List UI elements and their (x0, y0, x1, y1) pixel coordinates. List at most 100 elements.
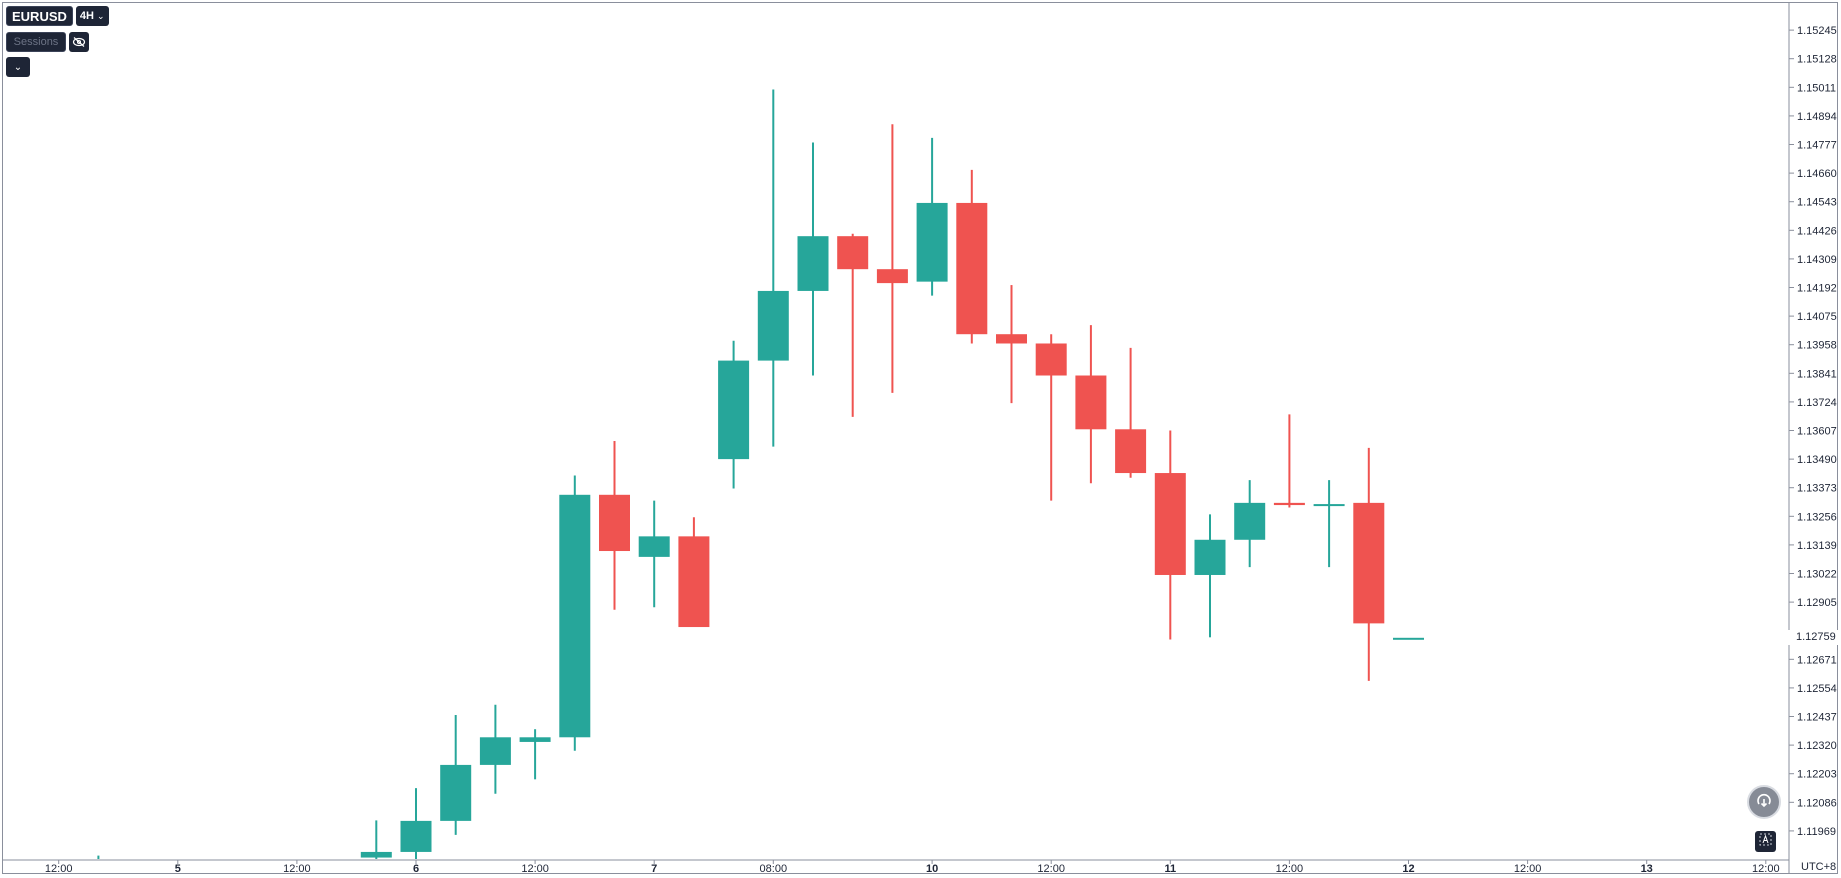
sessions-button[interactable]: Sessions (6, 32, 66, 52)
candle-body (797, 236, 829, 291)
timeframe-button[interactable]: 4H ⌄ (75, 6, 109, 26)
candle-body (1353, 502, 1385, 624)
chevron-down-icon: ⌄ (13, 61, 23, 73)
y-axis-ticks: 1.15245 1.15128 1.15011 1.14894 1.14777 1.146… (1789, 25, 1837, 838)
candle (956, 169, 988, 344)
y-tick-label: 1.13022 (1797, 569, 1837, 581)
candle (1313, 480, 1345, 568)
symbol-label: EURUSD (12, 8, 67, 24)
sessions-toolbar: Sessions (6, 32, 89, 52)
candle-body (1115, 429, 1147, 474)
candle-body (519, 737, 551, 742)
x-tick-label: 12:00 (45, 863, 73, 875)
candle-body (559, 494, 591, 738)
candle (797, 142, 829, 376)
x-tick-label: 13 (1641, 863, 1653, 875)
candle (519, 729, 551, 780)
timeframe-label: 4H (79, 10, 94, 22)
eye-off-icon (72, 35, 86, 50)
candle-body (1234, 502, 1266, 540)
y-tick-label: 1.12671 (1797, 654, 1837, 666)
candle (1353, 447, 1385, 681)
symbol-toolbar: EURUSD 4H ⌄ (6, 6, 109, 26)
auto-scale-icon (1759, 833, 1772, 851)
y-tick-label: 1.15011 (1797, 82, 1836, 94)
y-tick-label: 1.14075 (1797, 311, 1837, 323)
candle-body (876, 269, 908, 284)
x-axis-ticks: 12:00 5 12:00 6 12:00 7 08:00 10 12:00 11 12:00 12 1… (45, 860, 1780, 875)
timezone-label: UTC+8 (1801, 861, 1837, 873)
candle-body (996, 334, 1027, 344)
x-tick-label: 6 (413, 863, 419, 875)
candle-body (837, 236, 869, 270)
y-tick-label: 1.15245 (1797, 25, 1837, 37)
candle (1273, 414, 1305, 508)
candle (1075, 325, 1107, 484)
candle-body (678, 536, 710, 628)
y-tick-label: 1.12320 (1797, 740, 1837, 752)
candle (757, 89, 789, 447)
candle-body (718, 360, 750, 460)
candle (1234, 480, 1266, 568)
auto-scale-button[interactable] (1755, 831, 1776, 852)
candle (638, 500, 670, 608)
y-tick-label: 1.13607 (1797, 426, 1837, 438)
reset-chart-button[interactable] (1747, 785, 1781, 819)
y-tick-label: 1.13958 (1797, 340, 1837, 352)
candle-body (916, 202, 948, 282)
collapse-toolbar: ⌄ (6, 57, 30, 77)
y-tick-label: 1.13256 (1797, 511, 1837, 523)
x-tick-label: 12:00 (283, 863, 311, 875)
y-tick-label: 1.12554 (1797, 683, 1837, 695)
y-tick-label: 1.13490 (1797, 454, 1837, 466)
x-tick-label: 5 (175, 863, 181, 875)
candle (1154, 430, 1186, 640)
candle (876, 124, 908, 393)
y-tick-label: 1.13373 (1797, 483, 1837, 495)
collapse-button[interactable]: ⌄ (6, 57, 30, 77)
candle-body (360, 851, 392, 858)
y-tick-label: 1.14426 (1797, 225, 1837, 237)
candle (1115, 347, 1147, 478)
candle-body (1035, 343, 1067, 376)
candle (996, 285, 1027, 404)
candle (83, 855, 114, 864)
candle-body (1313, 504, 1345, 507)
reset-icon (1755, 791, 1773, 814)
last-price-label: 1.12759 (1788, 629, 1838, 645)
candles-layer (83, 89, 1424, 864)
sessions-label: Sessions (13, 36, 59, 48)
chevron-down-icon: ⌄ (96, 10, 105, 21)
x-tick-label: 7 (651, 863, 657, 875)
candle (916, 137, 948, 296)
y-tick-label: 1.14660 (1797, 168, 1837, 180)
y-tick-label: 1.12905 (1797, 597, 1837, 609)
candle (599, 441, 630, 610)
y-tick-label: 1.11969 (1797, 826, 1836, 838)
symbol-button[interactable]: EURUSD (6, 6, 73, 26)
candle-body (956, 202, 988, 335)
candle (678, 517, 710, 628)
candle-body (83, 862, 114, 864)
y-tick-label: 1.14894 (1797, 111, 1837, 123)
candle (360, 820, 392, 859)
candle-body (638, 536, 670, 557)
y-tick-label: 1.14309 (1797, 254, 1837, 266)
x-tick-label: 12:00 (1752, 863, 1780, 875)
y-tick-label: 1.14777 (1797, 140, 1837, 152)
x-tick-label: 12:00 (1514, 863, 1542, 875)
candle-body (1154, 473, 1186, 575)
x-tick-label: 12:00 (521, 863, 549, 875)
hide-sessions-button[interactable] (69, 32, 89, 52)
candle (718, 340, 750, 489)
x-tick-label: 10 (926, 863, 938, 875)
candle-body (599, 494, 630, 552)
y-tick-label: 1.13841 (1797, 368, 1837, 380)
x-tick-label: 11 (1164, 863, 1176, 875)
candle (1035, 334, 1067, 501)
y-tick-label: 1.13139 (1797, 540, 1837, 552)
candle (559, 475, 591, 751)
x-tick-label: 12:00 (1276, 863, 1304, 875)
